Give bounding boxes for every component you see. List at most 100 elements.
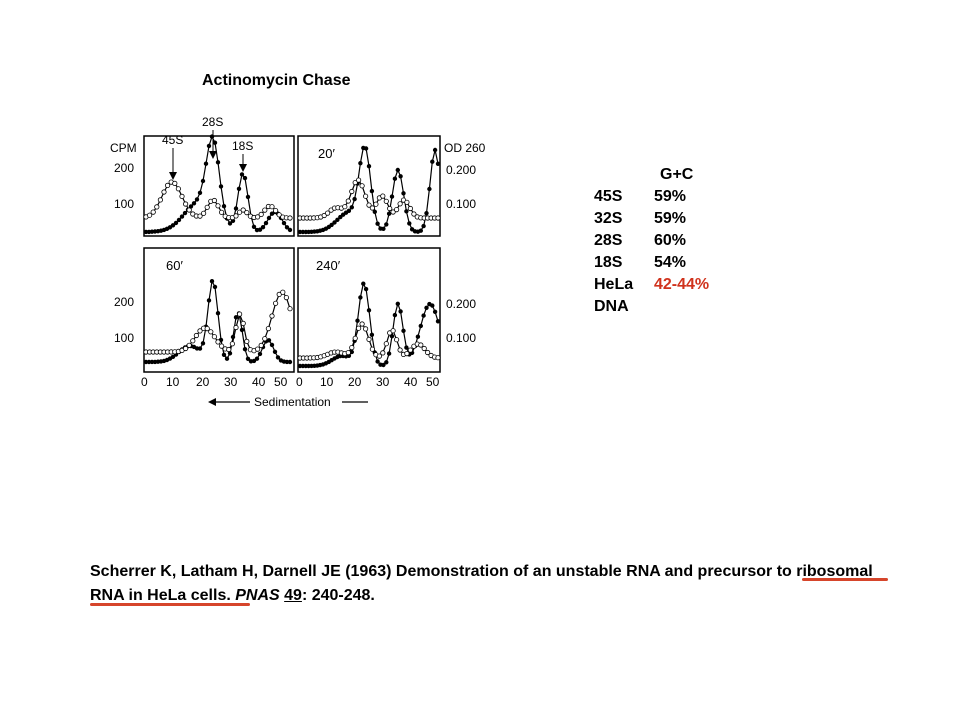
- panel-frame-0: [143, 135, 295, 237]
- panel0-od-point: [186, 207, 192, 213]
- gc-row: 18S 54%: [594, 252, 709, 274]
- panel0-cpm-point: [287, 227, 293, 233]
- panel240-cpm-point: [386, 351, 392, 356]
- panel60-od-point: [237, 311, 243, 317]
- x-tick-left-0: 0: [141, 375, 148, 389]
- panel240-od-point: [376, 353, 382, 359]
- panel0-od-point: [150, 209, 156, 215]
- panel20-cpm-point: [346, 208, 352, 213]
- gc-row: 32S 59%: [594, 208, 709, 230]
- panel20-cpm-point: [352, 196, 357, 202]
- panel20-cpm-point: [409, 227, 415, 232]
- panel20-od-point: [359, 183, 365, 189]
- marker-45s-label: 45S: [162, 133, 183, 147]
- sedimentation-label: Sedimentation: [254, 395, 331, 409]
- panel60-cpm-point: [254, 356, 260, 361]
- panel60-od-point: [283, 295, 289, 301]
- panel60-od-point: [183, 345, 189, 352]
- panel0-cpm-point: [173, 220, 179, 226]
- panel0-cpm-point: [242, 175, 248, 181]
- panel20-od-point: [373, 201, 379, 207]
- panel20-cpm-point: [395, 167, 400, 173]
- panel60-od-point: [197, 328, 203, 334]
- panel20-cpm-point: [430, 159, 435, 164]
- panel-label-240min: 240′: [316, 258, 341, 273]
- x-tick-right-30: 30: [376, 375, 390, 389]
- gc-row-value: 54%: [654, 254, 687, 271]
- gc-row-value: 59%: [654, 210, 687, 227]
- panel240-cpm-point: [355, 318, 360, 323]
- panel20-od-point: [366, 202, 372, 208]
- panel60-od-point: [229, 341, 235, 347]
- panel20-cpm-point: [386, 211, 392, 216]
- od-tick-bottom-0100: 0.100: [446, 331, 476, 345]
- panel20-od-point: [352, 180, 358, 186]
- panel60-od-point: [240, 320, 246, 326]
- panel240-od-point: [345, 350, 351, 356]
- od-axis-label: OD 260: [444, 141, 486, 155]
- panel60-od-point: [193, 332, 200, 339]
- panel20-od-line: [300, 179, 438, 219]
- od-tick-top-0200: 0.200: [446, 163, 476, 177]
- panel60-cpm-point: [221, 352, 227, 357]
- panel240-cpm-line: [300, 281, 439, 367]
- panel240-cpm-point: [369, 332, 375, 337]
- panel0-cpm-point: [194, 197, 200, 202]
- panel0-cpm-point: [227, 221, 233, 226]
- panel20-cpm-point: [335, 217, 340, 222]
- panel240-od-point: [404, 351, 410, 357]
- panel0-cpm-point: [218, 184, 224, 189]
- panel0-od-point: [161, 189, 167, 195]
- panel0-cpm-point: [197, 190, 203, 195]
- panel20-od-point: [411, 211, 417, 217]
- panel60-cpm-point: [224, 356, 230, 361]
- highlight-mark-precursor: [802, 578, 888, 581]
- panel-label-60min: 60′: [166, 258, 183, 273]
- gc-row-value: 60%: [654, 232, 687, 249]
- x-tick-right-0: 0: [296, 375, 303, 389]
- panel240-od-point: [393, 337, 400, 343]
- panel20-cpm-point: [435, 161, 441, 166]
- panel0-cpm-point: [281, 220, 287, 226]
- panel0-od-point: [258, 211, 264, 218]
- panel0-od-point: [183, 201, 189, 207]
- panel20-cpm-point: [407, 221, 412, 226]
- panel60-od-point: [215, 339, 221, 345]
- panel0-od-point: [201, 210, 207, 216]
- panel60-od-point: [190, 338, 196, 344]
- panel0-cpm-point: [167, 225, 173, 230]
- panel0-od-point: [146, 212, 153, 218]
- panel240-cpm-point: [432, 309, 438, 314]
- panel20-cpm-point: [358, 161, 363, 166]
- panel0-od-point: [269, 204, 275, 210]
- panel20-cpm-point: [363, 146, 369, 151]
- panel240-cpm-point: [395, 301, 400, 306]
- panel60-cpm-point: [197, 346, 203, 351]
- panel240-od-point: [349, 345, 355, 351]
- x-tick-left-50: 50: [274, 375, 288, 389]
- panel0-od-point: [172, 180, 178, 187]
- panel240-cpm-point: [375, 359, 380, 364]
- panel0-cpm-point: [182, 210, 188, 216]
- panel0-od-point: [211, 197, 218, 204]
- panel60-cpm-point: [266, 338, 272, 343]
- panel0-cpm-point: [236, 186, 242, 191]
- panel240-od-point: [369, 346, 375, 352]
- panel0-cpm-point: [203, 161, 209, 166]
- panel0-od-point: [165, 182, 171, 189]
- panel240-od-point: [435, 355, 441, 361]
- gc-row: HeLa 42-44%: [594, 274, 709, 296]
- panel240-od-point: [355, 325, 362, 331]
- cpm-tick-bottom-200: 200: [114, 295, 134, 309]
- panel20-od-point: [404, 199, 410, 205]
- panel0-od-point: [287, 215, 293, 221]
- panel0-od-point: [197, 213, 203, 219]
- panel60-od-point: [262, 336, 268, 342]
- citation-journal: PNAS: [235, 587, 280, 604]
- gc-row: 28S 60%: [594, 230, 709, 252]
- gc-rows: 45S 59% 32S 59% 28S 60% 18S 54% HeLa 42-44% DNA: [594, 186, 709, 318]
- cpm-tick-top-100: 100: [114, 197, 134, 211]
- panel240-od-point: [424, 349, 431, 356]
- panel20-od-point: [369, 205, 375, 211]
- gc-row: 45S 59%: [594, 186, 709, 208]
